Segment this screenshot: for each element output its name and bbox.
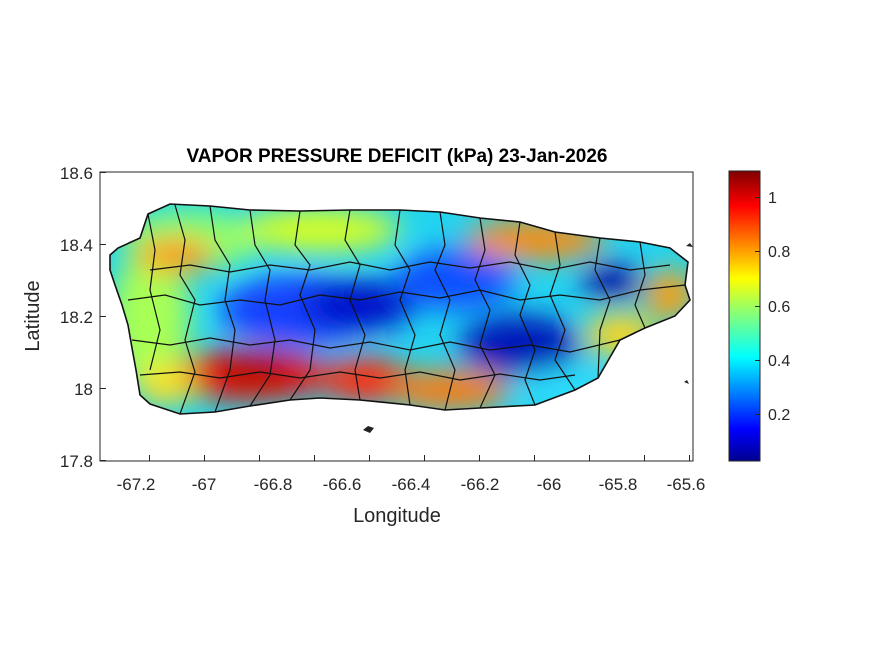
blob-north-central-yellow bbox=[240, 208, 400, 252]
x-tick-label: -66.2 bbox=[461, 475, 500, 494]
culebrita-islet bbox=[686, 243, 693, 247]
blob-center-darkblue bbox=[305, 280, 415, 330]
x-axis-label: Longitude bbox=[353, 505, 441, 527]
municipality-boundaries bbox=[109, 203, 691, 415]
x-tick-label: -66.4 bbox=[392, 475, 431, 494]
x-axis bbox=[149, 455, 690, 461]
blob-center-east-blue bbox=[395, 250, 515, 310]
x-tick-label: -66.8 bbox=[254, 475, 293, 494]
y-tick-label: 17.8 bbox=[60, 452, 93, 471]
colorbar-tick-label: 0.2 bbox=[768, 407, 790, 424]
y-tick-label: 18.2 bbox=[60, 308, 93, 327]
colorbar-tick-label: 0.8 bbox=[768, 244, 790, 261]
caja-de-muertos-island bbox=[363, 426, 374, 433]
x-tick-label: -66.6 bbox=[323, 475, 362, 494]
x-tick-labels: -67.2 -67 -66.8 -66.6 -66.4 -66.2 -66 -6… bbox=[117, 475, 706, 494]
blob-southwest-darkred bbox=[215, 356, 295, 384]
pinero-islet bbox=[684, 380, 689, 384]
colorbar-tick-label: 0.4 bbox=[768, 353, 790, 370]
x-tick-label: -66 bbox=[537, 475, 562, 494]
y-tick-label: 18 bbox=[74, 380, 93, 399]
y-axis-label: Latitude bbox=[22, 280, 44, 351]
y-tick-label: 18.4 bbox=[60, 236, 93, 255]
y-axis bbox=[100, 172, 106, 461]
blob-southwest-yellow bbox=[135, 365, 195, 405]
y-tick-labels: 18.6 18.4 18.2 18 17.8 bbox=[60, 164, 93, 471]
blob-south-red bbox=[320, 358, 410, 402]
colorbar bbox=[728, 170, 761, 462]
colorbar-tick-labels: 1 0.8 0.6 0.4 0.2 bbox=[768, 190, 790, 424]
blob-east-central-darkblue bbox=[460, 315, 580, 375]
colorbar-tick-label: 0.6 bbox=[768, 299, 790, 316]
y-tick-label: 18.6 bbox=[60, 164, 93, 183]
x-tick-label: -67 bbox=[192, 475, 217, 494]
colorbar-ticks bbox=[755, 197, 760, 415]
colorbar-tick-label: 1 bbox=[768, 190, 777, 207]
x-tick-label: -67.2 bbox=[117, 475, 156, 494]
x-tick-label: -65.6 bbox=[667, 475, 706, 494]
chart-title: VAPOR PRESSURE DEFICIT (kPa) 23-Jan-2026 bbox=[187, 146, 608, 167]
vpd-field bbox=[110, 204, 690, 414]
blob-northwest-orange bbox=[135, 237, 215, 273]
x-tick-label: -65.8 bbox=[599, 475, 638, 494]
